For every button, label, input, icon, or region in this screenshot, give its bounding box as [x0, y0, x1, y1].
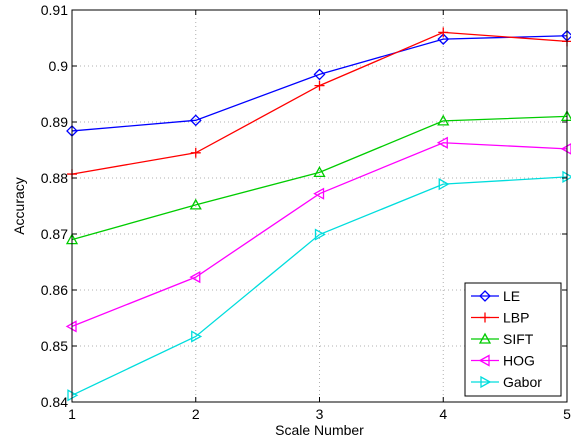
series-line-sift	[71, 115, 568, 241]
x-tick-label: 4	[439, 406, 447, 422]
y-tick-label: 0.9	[49, 58, 69, 74]
y-tick-label: 0.85	[41, 338, 68, 354]
x-tick-label: 5	[563, 406, 571, 422]
legend-marker-gabor	[480, 375, 492, 389]
series-line-le	[71, 35, 568, 132]
series-line-hog	[71, 142, 568, 328]
legend-label-hog: HOG	[503, 353, 535, 369]
data-point-hog	[189, 271, 201, 284]
data-point-le	[189, 114, 202, 127]
x-tick-label: 3	[316, 406, 324, 422]
legend-marker-sift	[478, 332, 492, 344]
data-point-sift	[189, 198, 202, 210]
legend-label-gabor: Gabor	[503, 374, 542, 390]
data-point-hog	[313, 187, 325, 200]
x-tick-label: 2	[192, 406, 200, 422]
ticks: 0.84 0.85 0.86 0.87 0.88 0.89 0.9 0.91 1 2 3 4 5	[41, 2, 571, 422]
data-point-gabor	[438, 178, 450, 191]
legend-marker-hog	[478, 354, 490, 367]
legend-label-lbp: LBP	[503, 310, 529, 326]
data-point-lbp	[438, 27, 449, 38]
legend-label-le: LE	[503, 288, 520, 304]
y-tick-label: 0.84	[41, 394, 68, 410]
data-point-le	[437, 33, 450, 46]
y-tick-label: 0.88	[41, 170, 68, 186]
data-point-sift	[313, 166, 326, 178]
data-point-lbp	[314, 80, 325, 91]
data-point-sift	[437, 114, 450, 126]
y-tick-label: 0.91	[41, 2, 68, 18]
data-point-lbp	[190, 147, 201, 158]
data-point-gabor	[314, 228, 326, 241]
legend: LE LBP SIFT HOG Gabor	[464, 282, 562, 397]
series-line-gabor	[71, 176, 568, 396]
x-tick-label: 1	[68, 406, 76, 422]
legend-marker-lbp	[480, 312, 490, 323]
data-point-gabor	[191, 330, 203, 343]
x-axis-label: Scale Number	[275, 422, 364, 438]
series-le	[66, 29, 571, 137]
data-point-hog	[436, 136, 448, 149]
y-tick-label: 0.89	[41, 114, 68, 130]
y-tick-label: 0.86	[41, 282, 68, 298]
y-tick-label: 0.87	[41, 226, 68, 242]
data-point-le	[313, 68, 326, 81]
legend-marker-le	[479, 290, 491, 302]
legend-label-sift: SIFT	[503, 331, 534, 347]
y-axis-label: Accuracy	[11, 177, 27, 235]
